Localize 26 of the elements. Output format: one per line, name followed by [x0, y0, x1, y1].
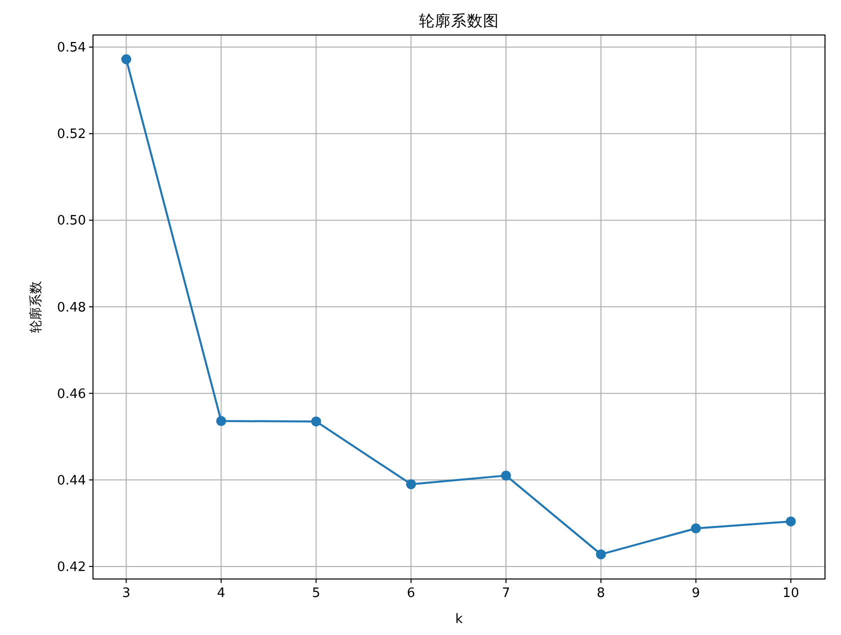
x-tick-label: 9 — [692, 586, 700, 601]
x-tick-label: 3 — [122, 586, 130, 601]
y-tick-label: 0.52 — [57, 127, 86, 142]
x-tick-label: 10 — [782, 586, 800, 601]
y-tick-label: 0.50 — [57, 214, 86, 229]
x-tick-label: 8 — [596, 586, 606, 601]
x-axis-title: k — [455, 612, 464, 627]
x-tick-label: 4 — [217, 586, 226, 601]
y-axis-title: 轮廓系数 — [29, 281, 44, 333]
y-tick-label: 0.48 — [57, 300, 86, 316]
x-tick-label: 5 — [312, 586, 320, 601]
x-tick-label: 6 — [406, 586, 416, 601]
y-tick-label: 0.54 — [57, 40, 86, 56]
point — [216, 416, 226, 426]
point — [121, 54, 132, 64]
point — [596, 549, 606, 560]
chart-title: 轮廓系数图 — [419, 12, 499, 30]
y-tick-label: 0.46 — [57, 386, 86, 402]
point — [690, 523, 701, 534]
x-tick-label: 7 — [502, 586, 510, 601]
y-tick-label: 0.42 — [57, 560, 86, 575]
point — [406, 479, 416, 490]
point — [786, 516, 796, 526]
point — [500, 470, 511, 481]
y-tick-label: 0.44 — [57, 473, 86, 488]
point — [311, 416, 322, 426]
